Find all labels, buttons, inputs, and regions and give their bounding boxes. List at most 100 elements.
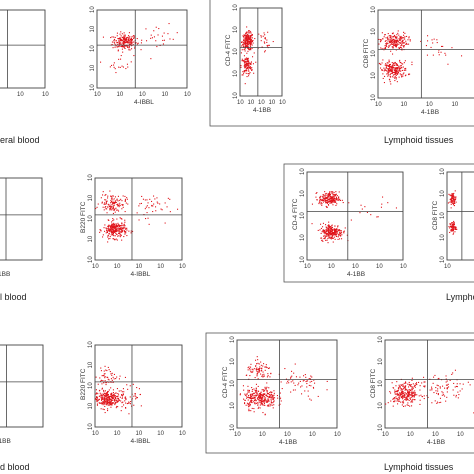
event-dot bbox=[423, 398, 425, 400]
event-dot bbox=[243, 61, 245, 63]
event-dot bbox=[259, 395, 261, 397]
event-dot bbox=[262, 400, 264, 402]
event-dot bbox=[261, 374, 263, 376]
event-dot bbox=[330, 201, 332, 203]
event-dot bbox=[248, 75, 250, 77]
event-dot bbox=[397, 73, 399, 75]
event-dot bbox=[250, 363, 252, 365]
event-dot bbox=[276, 395, 278, 397]
event-dot bbox=[399, 36, 401, 38]
event-dot bbox=[326, 206, 328, 208]
event-dot bbox=[330, 198, 332, 200]
event-dot bbox=[248, 49, 250, 51]
event-dot bbox=[414, 399, 416, 401]
event-dot bbox=[330, 226, 332, 228]
event-dot bbox=[336, 235, 338, 237]
event-dot bbox=[321, 204, 323, 206]
event-dot bbox=[399, 68, 401, 70]
event-dot bbox=[400, 37, 402, 39]
event-dot bbox=[323, 194, 325, 196]
event-dot bbox=[455, 196, 457, 198]
event-dot bbox=[263, 403, 265, 405]
event-dot bbox=[121, 402, 123, 404]
event-dot bbox=[248, 37, 250, 39]
event-dot bbox=[104, 401, 106, 403]
event-dot bbox=[267, 373, 269, 375]
event-dot bbox=[390, 70, 392, 72]
event-dot bbox=[255, 392, 257, 394]
event-dot bbox=[390, 400, 392, 402]
event-dot bbox=[114, 203, 116, 205]
event-dot bbox=[100, 396, 102, 398]
event-dot bbox=[401, 392, 403, 394]
event-dot bbox=[454, 202, 456, 204]
event-dot bbox=[247, 38, 249, 40]
event-dot bbox=[241, 74, 243, 76]
event-dot bbox=[403, 395, 405, 397]
event-dot bbox=[101, 399, 103, 401]
event-dot bbox=[124, 211, 126, 213]
event-dot bbox=[395, 39, 397, 41]
event-dot bbox=[380, 39, 382, 41]
x-tick-label: 10 bbox=[234, 432, 241, 438]
event-dot bbox=[245, 37, 247, 39]
event-dot bbox=[125, 41, 127, 43]
event-dot bbox=[132, 35, 134, 37]
event-dot bbox=[268, 396, 270, 398]
event-dot bbox=[453, 223, 455, 225]
event-dot bbox=[394, 391, 396, 393]
event-dot bbox=[404, 405, 406, 407]
event-dot bbox=[123, 47, 125, 49]
event-dot bbox=[402, 75, 404, 77]
x-tick-label: 10 bbox=[401, 102, 408, 108]
event-dot bbox=[400, 388, 402, 390]
event-dot bbox=[132, 383, 134, 385]
event-dot bbox=[247, 39, 249, 41]
event-dot bbox=[248, 32, 250, 34]
event-dot bbox=[117, 393, 119, 395]
event-dot bbox=[127, 203, 129, 205]
event-dot bbox=[249, 32, 251, 34]
event-dot bbox=[267, 393, 269, 395]
event-dot bbox=[328, 224, 330, 226]
event-dot bbox=[111, 226, 113, 228]
event-dot bbox=[124, 42, 126, 44]
event-dot bbox=[413, 385, 415, 387]
event-dot bbox=[395, 78, 397, 80]
event-dot bbox=[150, 37, 152, 39]
event-dot bbox=[105, 384, 107, 386]
event-dot bbox=[247, 43, 249, 45]
event-dot bbox=[402, 392, 404, 394]
event-dot bbox=[326, 380, 328, 382]
event-dot bbox=[248, 366, 250, 368]
event-dot bbox=[397, 394, 399, 396]
event-dot bbox=[396, 36, 398, 38]
event-dot bbox=[387, 75, 389, 77]
event-dot bbox=[111, 399, 113, 401]
event-dot bbox=[456, 383, 458, 385]
event-dot bbox=[454, 227, 456, 229]
event-dot bbox=[337, 198, 339, 200]
event-dot bbox=[112, 228, 114, 230]
event-dot bbox=[151, 37, 153, 39]
event-dot bbox=[104, 395, 106, 397]
event-dot bbox=[116, 42, 118, 44]
event-dot bbox=[339, 229, 341, 231]
event-dot bbox=[267, 400, 269, 402]
event-dot bbox=[392, 398, 394, 400]
event-dot bbox=[125, 37, 127, 39]
event-dot bbox=[315, 196, 317, 198]
event-dot bbox=[306, 386, 308, 388]
event-dot bbox=[106, 400, 108, 402]
event-dot bbox=[126, 197, 128, 199]
event-dot bbox=[109, 404, 111, 406]
x-tick-label: 10 bbox=[269, 100, 276, 106]
event-dot bbox=[246, 42, 248, 44]
event-dot bbox=[128, 45, 130, 47]
event-dot bbox=[96, 400, 98, 402]
event-dot bbox=[130, 38, 132, 40]
event-dot bbox=[103, 389, 105, 391]
event-dot bbox=[445, 375, 447, 377]
event-dot bbox=[108, 381, 110, 383]
caption-lymphoid-tissues-2: Lympho bbox=[446, 292, 474, 302]
